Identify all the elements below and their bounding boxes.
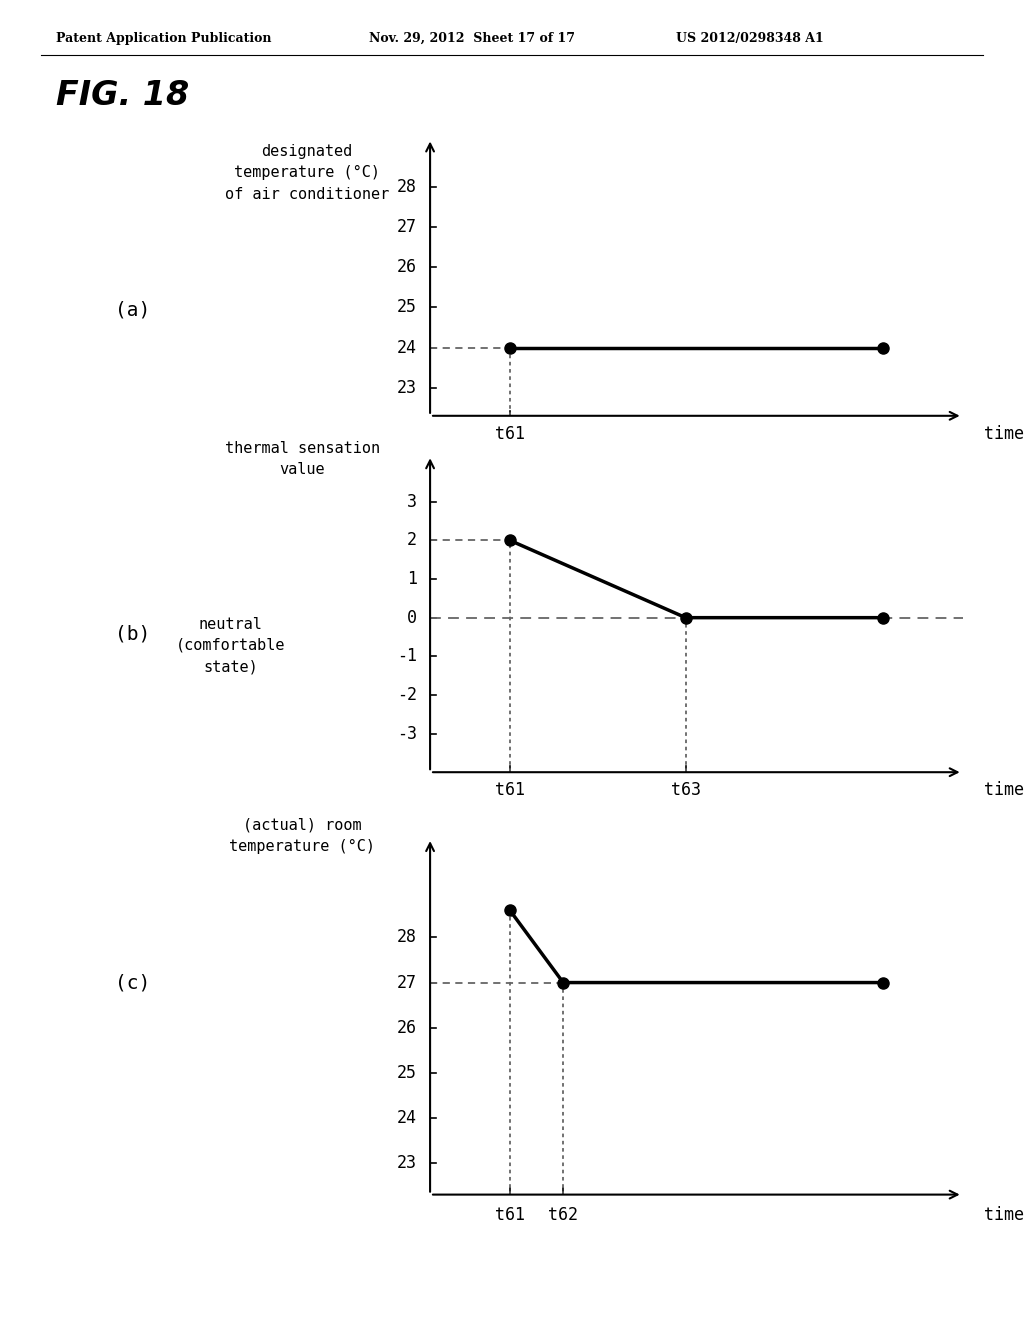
Text: (actual) room: (actual) room bbox=[243, 817, 361, 833]
Text: 24: 24 bbox=[396, 338, 417, 356]
Text: t61: t61 bbox=[495, 425, 525, 442]
Text: 26: 26 bbox=[396, 1019, 417, 1036]
Text: time: time bbox=[984, 425, 1024, 442]
Text: t61: t61 bbox=[495, 1206, 525, 1225]
Text: 3: 3 bbox=[407, 492, 417, 511]
Text: time: time bbox=[984, 780, 1024, 799]
Text: (b): (b) bbox=[116, 624, 151, 643]
Text: 1: 1 bbox=[407, 570, 417, 587]
Text: 0: 0 bbox=[407, 609, 417, 627]
Text: 28: 28 bbox=[396, 178, 417, 195]
Text: 2: 2 bbox=[407, 532, 417, 549]
Text: (a): (a) bbox=[116, 301, 151, 319]
Text: Patent Application Publication: Patent Application Publication bbox=[56, 32, 271, 45]
Text: t62: t62 bbox=[548, 1206, 579, 1225]
Text: 23: 23 bbox=[396, 379, 417, 397]
Text: neutral: neutral bbox=[199, 616, 262, 632]
Text: value: value bbox=[280, 462, 325, 478]
Text: 28: 28 bbox=[396, 928, 417, 946]
Text: temperature (°C): temperature (°C) bbox=[229, 838, 375, 854]
Text: 27: 27 bbox=[396, 974, 417, 991]
Text: 24: 24 bbox=[396, 1109, 417, 1127]
Text: -1: -1 bbox=[396, 647, 417, 665]
Text: -2: -2 bbox=[396, 686, 417, 704]
Text: FIG. 18: FIG. 18 bbox=[56, 79, 189, 112]
Text: -3: -3 bbox=[396, 725, 417, 743]
Text: 26: 26 bbox=[396, 259, 417, 276]
Text: of air conditioner: of air conditioner bbox=[225, 186, 389, 202]
Text: (c): (c) bbox=[116, 974, 151, 993]
Text: 23: 23 bbox=[396, 1154, 417, 1172]
Text: Nov. 29, 2012  Sheet 17 of 17: Nov. 29, 2012 Sheet 17 of 17 bbox=[369, 32, 574, 45]
Text: state): state) bbox=[203, 659, 258, 675]
Text: 25: 25 bbox=[396, 298, 417, 317]
Text: 25: 25 bbox=[396, 1064, 417, 1082]
Text: (comfortable: (comfortable bbox=[176, 638, 285, 653]
Text: designated: designated bbox=[261, 144, 353, 160]
Text: 27: 27 bbox=[396, 218, 417, 236]
Text: US 2012/0298348 A1: US 2012/0298348 A1 bbox=[676, 32, 823, 45]
Text: thermal sensation: thermal sensation bbox=[224, 441, 380, 457]
Text: t61: t61 bbox=[495, 780, 525, 799]
Text: t63: t63 bbox=[671, 780, 700, 799]
Text: temperature (°C): temperature (°C) bbox=[234, 165, 380, 181]
Text: time: time bbox=[984, 1206, 1024, 1225]
